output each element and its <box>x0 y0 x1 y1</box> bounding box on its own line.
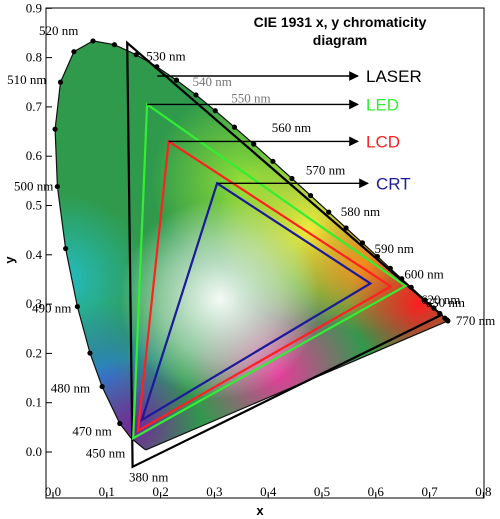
label-led: LED <box>366 95 399 114</box>
wavelength-dot <box>251 141 257 147</box>
wavelength-label: 490 nm <box>32 301 71 316</box>
x-tick-label: 0.1 <box>99 484 115 499</box>
wavelength-dot <box>431 305 437 311</box>
x-tick-label: 0.6 <box>368 484 385 499</box>
label-lcd: LCD <box>366 132 400 151</box>
wavelength-dot <box>374 253 380 260</box>
wavelength-dot <box>99 383 105 390</box>
plot-frame <box>45 7 485 499</box>
wavelength-label: 540 nm <box>193 74 232 89</box>
wavelength-dot <box>422 297 428 303</box>
x-tick-label: 0.5 <box>314 484 330 499</box>
label-crt: CRT <box>376 174 411 193</box>
gamut-triangles <box>126 40 444 469</box>
spectral-locus-outline <box>54 40 449 451</box>
y-tick-label: 0.6 <box>26 148 43 163</box>
wavelength-dot <box>193 92 199 98</box>
wavelength-dot <box>90 38 96 44</box>
y-tick-label: 0.0 <box>26 444 42 459</box>
wavelength-label: 770 nm <box>456 313 495 328</box>
wavelength-dot <box>154 64 160 70</box>
chart-title-line2: diagram <box>313 32 367 48</box>
technology-arrows: LASER LED LCD CRT <box>147 67 422 193</box>
x-axis-label: x <box>256 503 264 518</box>
wavelength-dot <box>111 42 118 48</box>
wavelength-dot <box>307 192 314 199</box>
wavelength-dots <box>52 38 451 427</box>
y-tick-label: 0.2 <box>26 345 42 360</box>
wavelength-label: 580 nm <box>341 204 380 219</box>
y-tick-label: 0.8 <box>26 50 42 65</box>
wavelength-dot <box>231 124 238 130</box>
wavelength-dot <box>289 175 295 182</box>
wavelength-label: 380 nm <box>129 470 168 485</box>
wavelength-dot <box>117 420 123 427</box>
gamut-crt-triangle <box>139 181 373 423</box>
x-tick-label: 0.4 <box>260 484 277 499</box>
wavelength-label: 450 nm <box>86 445 125 460</box>
wavelength-dot <box>408 284 414 290</box>
wavelength-label: 470 nm <box>72 424 111 439</box>
wavelength-label: 520 nm <box>39 23 78 38</box>
wavelength-dot <box>54 183 61 190</box>
x-tick-label: 0.3 <box>206 484 222 499</box>
axis-ticks: 0.0 0.1 0.2 0.3 0.4 0.5 0.6 0.7 0.8 0.0 0.1 0.2 0.3 0… <box>26 0 492 499</box>
x-tick-label: 0.2 <box>152 484 168 499</box>
wavelength-label: 650 nm <box>426 295 465 310</box>
y-tick-label: 0.9 <box>26 0 42 15</box>
gamut-laser-triangle <box>126 40 444 469</box>
wavelength-label: 480 nm <box>51 381 90 396</box>
gamut-lcd-triangle <box>136 139 394 433</box>
wavelength-label: 590 nm <box>374 241 413 256</box>
y-tick-label: 0.5 <box>26 198 42 213</box>
label-laser: LASER <box>366 67 422 86</box>
y-axis-label: y <box>2 256 17 264</box>
wavelength-dot <box>87 350 93 356</box>
wavelength-dot <box>63 245 69 252</box>
wavelength-label: 560 nm <box>272 120 311 135</box>
y-tick-label: 0.7 <box>26 99 43 114</box>
wavelength-label: 510 nm <box>7 72 46 87</box>
y-tick-label: 0.1 <box>26 395 42 410</box>
gamut-led-triangle <box>132 102 408 441</box>
y-tick-label: 0.4 <box>26 247 43 262</box>
wavelength-dot <box>133 52 139 58</box>
wavelength-dot <box>270 158 276 164</box>
wavelength-dot <box>326 209 332 215</box>
wavelength-dot <box>387 265 393 271</box>
x-tick-label: 0.8 <box>475 484 491 499</box>
wavelength-label: 600 nm <box>404 266 443 281</box>
wavelength-label: 620 nm <box>421 292 460 307</box>
wavelength-dot <box>399 276 405 282</box>
wavelength-dot <box>437 310 443 317</box>
wavelength-dot <box>52 126 58 132</box>
wavelength-dot <box>212 108 218 114</box>
x-tick-label: 0.0 <box>45 484 61 499</box>
wavelength-label: 550 nm <box>231 91 270 106</box>
wavelength-dot <box>173 77 180 83</box>
y-tick-label: 0.3 <box>26 296 42 311</box>
chart-title-line1: CIE 1931 x, y chromaticity <box>254 14 427 30</box>
wavelength-label: 500 nm <box>14 179 53 194</box>
wavelength-label: 570 nm <box>306 163 345 178</box>
x-tick-label: 0.7 <box>421 484 438 499</box>
wavelength-dot <box>445 318 451 324</box>
wavelength-dot <box>343 225 349 231</box>
wavelength-dot <box>359 240 366 246</box>
wavelength-dot <box>74 303 81 310</box>
wavelength-label: 530 nm <box>146 49 185 64</box>
wavelength-dot <box>71 49 77 55</box>
wavelength-dot <box>57 79 64 85</box>
